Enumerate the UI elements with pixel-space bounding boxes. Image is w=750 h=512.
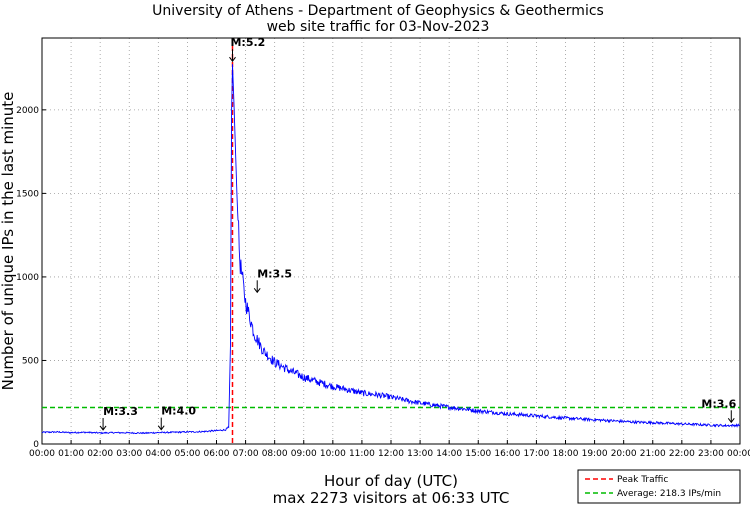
x-tick-label: 06:00	[204, 449, 230, 459]
x-tick-label: 01:00	[58, 449, 84, 459]
x-tick-label: 03:00	[116, 449, 142, 459]
event-arrow-head	[253, 288, 261, 294]
event-label: M:3.6	[701, 397, 736, 410]
x-tick-label: 16:00	[494, 449, 520, 459]
x-tick-label: 22:00	[669, 449, 695, 459]
event-label: M:3.5	[257, 267, 292, 280]
x-tick-label: 18:00	[553, 449, 579, 459]
event-label: M:3.3	[103, 405, 138, 418]
event-arrow-head	[727, 417, 735, 424]
x-tick-label: 12:00	[378, 449, 404, 459]
y-tick-label: 2000	[16, 106, 39, 116]
x-tick-label: 14:00	[436, 449, 462, 459]
plot-frame	[41, 37, 741, 445]
x-tick-label: 04:00	[145, 449, 171, 459]
x-tick-label: 08:00	[262, 449, 288, 459]
event-annotation: M:3.3	[99, 405, 138, 431]
x-tick-label: 19:00	[582, 449, 608, 459]
y-tick-label: 500	[22, 356, 39, 366]
event-annotation: M:5.2	[229, 36, 265, 63]
series-group	[41, 64, 741, 435]
legend-label-average: Average: 218.3 IPs/min	[617, 489, 721, 499]
max-visitors-note: max 2273 visitors at 06:33 UTC	[273, 489, 510, 507]
y-tick-label: 1500	[16, 189, 39, 199]
y-axis-label: Number of unique IPs in the last minute	[0, 92, 17, 391]
event-annotation: M:3.5	[253, 267, 292, 294]
event-arrow-head	[229, 56, 236, 63]
event-label: M:5.2	[230, 36, 265, 49]
reference-lines	[42, 38, 740, 444]
x-tick-label: 05:00	[174, 449, 200, 459]
event-label: M:4.0	[161, 405, 196, 418]
y-tick-label: 1000	[16, 273, 39, 283]
x-tick-label: 00:00	[29, 449, 55, 459]
y-tick-label: 0	[33, 440, 39, 450]
x-tick-label: 17:00	[523, 449, 549, 459]
event-arrow-head	[99, 425, 107, 431]
x-tick-label: 15:00	[465, 449, 491, 459]
chart-subtitle: web site traffic for 03-Nov-2023	[267, 19, 490, 35]
event-annotation: M:3.6	[701, 397, 737, 424]
legend: Peak Traffic Average: 218.3 IPs/min	[577, 469, 741, 504]
legend-box	[577, 469, 741, 504]
x-tick-label: 21:00	[640, 449, 666, 459]
x-tick-label: 09:00	[291, 449, 317, 459]
x-tick-label: 11:00	[349, 449, 375, 459]
x-tick-label: 00:00	[727, 449, 750, 459]
x-tick-label: 13:00	[407, 449, 433, 459]
legend-label-peak: Peak Traffic	[617, 475, 668, 485]
x-axis-label: Hour of day (UTC)	[324, 472, 458, 490]
x-tick-label: 02:00	[87, 449, 113, 459]
event-annotations: M:3.3 M:4.0 M:5.2 M:3.5 M:3.6	[99, 36, 737, 431]
chart-title: University of Athens - Department of Geo…	[152, 3, 604, 19]
x-tick-label: 23:00	[698, 449, 724, 459]
grid	[42, 38, 740, 444]
axis-ticks: 00:00 01:00 02:00 03:00 04:00 05:00 06:00 07:00…	[16, 106, 750, 459]
x-tick-label: 07:00	[233, 449, 259, 459]
x-tick-label: 20:00	[611, 449, 637, 459]
event-annotation: M:4.0	[157, 405, 196, 431]
series-line-traffic	[41, 64, 741, 435]
event-arrow-head	[157, 425, 165, 431]
x-tick-label: 10:00	[320, 449, 346, 459]
